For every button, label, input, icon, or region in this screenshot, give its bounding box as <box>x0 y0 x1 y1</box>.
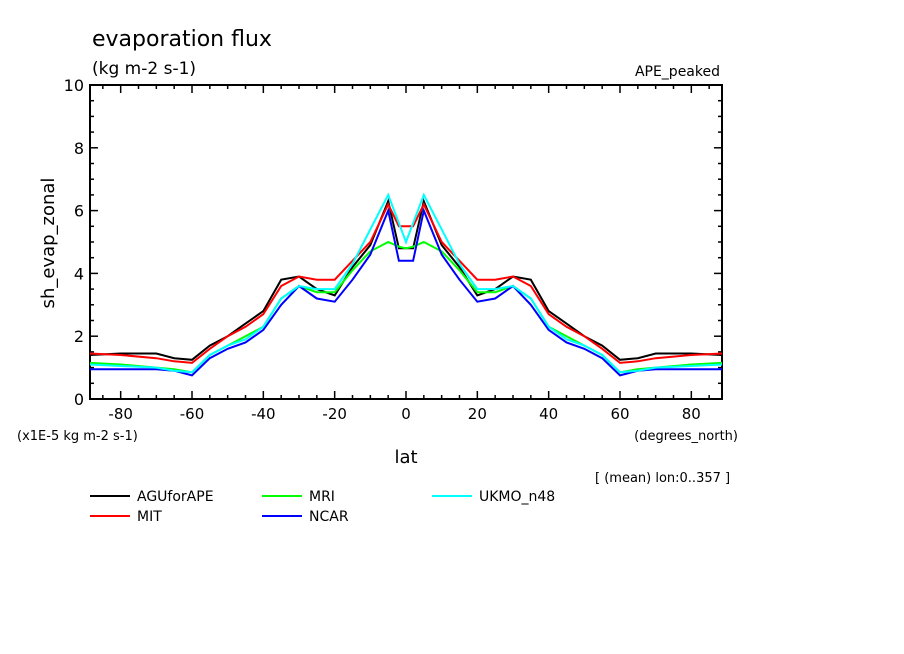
legend-label: MRI <box>309 489 335 505</box>
legend-label: UKMO_n48 <box>479 489 555 505</box>
series-lines <box>89 192 723 377</box>
x-tick-label: 20 <box>468 405 487 423</box>
x-tick-label: -20 <box>322 405 347 423</box>
series-line-aguforape <box>89 197 723 361</box>
averaging-note: [ (mean) lon:0..357 ] <box>595 471 730 486</box>
y-axis-label: sh_evap_zonal <box>38 178 59 309</box>
x-tick-label: -40 <box>251 405 276 423</box>
x-tick-label: 60 <box>610 405 629 423</box>
axes: 0 2 4 6 8 10 -80 -60 -40 -20 0 20 40 60 80 <box>64 76 723 423</box>
chart-units: (kg m-2 s-1) <box>92 59 196 79</box>
y-tick-label: 4 <box>74 264 84 283</box>
x-units-label: (degrees_north) <box>634 429 738 444</box>
legend-label: AGUforAPE <box>137 489 214 505</box>
series-line-ukmo_n48 <box>89 192 723 374</box>
y-tick-label: 8 <box>74 139 84 158</box>
x-tick-label: -80 <box>108 405 133 423</box>
x-tick-label: 80 <box>682 405 701 423</box>
series-line-mit <box>89 201 723 364</box>
legend-label: MIT <box>137 509 162 525</box>
chart-title: evaporation flux <box>92 27 272 52</box>
y-scale-note: (x1E-5 kg m-2 s-1) <box>17 429 138 444</box>
x-tick-label: 40 <box>539 405 558 423</box>
y-tick-label: 6 <box>74 202 84 221</box>
y-tick-label: 2 <box>74 327 84 346</box>
x-tick-label: -60 <box>180 405 205 423</box>
x-tick-label: 0 <box>401 405 411 423</box>
y-tick-label: 10 <box>64 76 84 95</box>
experiment-label: APE_peaked <box>635 64 720 80</box>
legend: AGUforAPE MIT MRI NCAR UKMO_n48 <box>90 489 555 525</box>
y-tick-label: 0 <box>74 390 84 409</box>
x-axis-label: lat <box>394 447 417 468</box>
legend-label: NCAR <box>309 509 349 525</box>
series-line-ncar <box>90 207 722 377</box>
